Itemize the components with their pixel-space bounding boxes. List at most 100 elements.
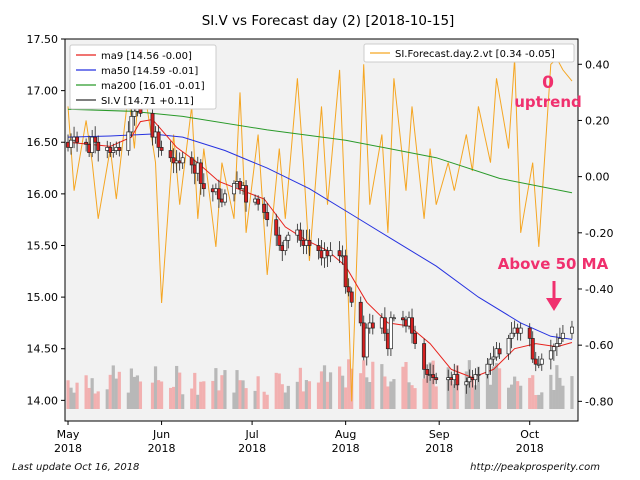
candle-body [117,147,122,151]
volume-bar [172,386,176,409]
volume-bar [84,375,88,409]
x-tick-label-line: 2018 [332,442,360,455]
candle-body [506,338,511,355]
y-left-tick-label: 15.50 [27,239,59,252]
volume-bar [319,371,324,409]
candle-body [491,356,496,360]
volume-bar [283,392,287,409]
volume-bar [491,366,496,409]
volume-bar [277,373,281,409]
volume-bar [368,382,372,409]
annotation-zero: 0 [542,73,554,93]
x-tick-label-line: Aug [335,428,356,441]
x-tick-label-line: 2018 [516,442,544,455]
volume-bar [410,385,414,409]
candle-body [283,239,288,251]
x-tick-label: Jul 2018 [238,428,266,455]
volume-bar [449,380,453,409]
volume-bar [380,364,384,409]
y-right-tick-label: 0.40 [585,58,610,71]
candle-body [533,358,538,365]
volume-bar [69,387,73,409]
volume-bar [301,391,305,409]
volume-bar [117,371,121,409]
volume-bar [90,378,94,409]
volume-bar [413,388,417,409]
volume-bar [87,387,91,409]
volume-bar [404,361,408,409]
volume-bar [295,381,299,409]
volume-bar [338,366,342,409]
candle-body [201,183,206,190]
volume-bar [214,368,218,409]
candle-body [93,136,98,143]
forecast-series-line [67,57,573,402]
candle-body [431,374,436,378]
volume-bar [425,374,429,409]
volume-bar [193,372,197,409]
x-tick-label-line: Jun [152,428,170,441]
candle-body [222,193,227,203]
volume-bar [344,387,348,409]
volume-bar [371,361,375,409]
candle-body [75,136,80,143]
volume-bar [328,372,333,409]
volume-bar [528,377,532,409]
volume-bar [407,382,411,409]
candle-body [343,255,348,288]
candle-body [455,374,460,386]
volume-bar [510,384,514,409]
candle-body [244,185,249,203]
y-right-tick-label: -0.60 [585,339,613,352]
candle-body [90,136,95,153]
candle-body [370,322,375,329]
candle-body [171,157,176,164]
candle-body [530,338,535,360]
candle-body [536,363,541,366]
candle-body [159,147,164,151]
x-tick-label-line: Sep [429,428,450,441]
volume-bar [549,374,553,409]
volume-bar [111,365,115,409]
volume-bar [431,360,435,409]
volume-bar [473,385,477,409]
volume-bar [235,370,239,409]
candle-body [216,188,221,200]
x-tick-label: May 2018 [54,428,82,455]
last-update-note: Last update Oct 16, 2018 [12,462,140,473]
volume-bar [156,380,161,409]
candle-body [111,150,116,153]
volume-bar [347,359,351,409]
candle-body [560,332,565,339]
volume-bar [392,379,396,409]
volume-bar [488,384,493,409]
y-right-tick-label: -0.80 [585,395,613,408]
candle-body [262,203,267,213]
y-left-tick-label: 16.50 [27,136,59,149]
legend-left-box [69,44,217,110]
candle-body [156,131,161,148]
source-url: http://peakprosperity.com [470,462,600,473]
y-left-tick-label: 14.00 [27,394,59,407]
volume-bar [561,385,565,409]
volume-bar [476,366,481,409]
candle-body [527,327,532,339]
candle-body [265,212,270,221]
candle-body [129,116,134,133]
volume-bar [516,381,520,409]
y-left-tick-label: 16.00 [27,188,59,201]
forecast-line [67,57,573,402]
candle-body [150,112,155,138]
volume-bar [304,380,309,409]
volume-bar [506,387,511,409]
candle-body [328,250,333,257]
annotation-above-50ma: Above 50 MA [498,255,609,273]
legend-label: ma50 [14.59 -0.01] [101,66,198,77]
candle-body [570,326,574,334]
y-left-tick-label: 15.00 [27,291,59,304]
volume-bar [241,380,245,409]
candle-body [238,181,242,190]
legend-left: ma9 [14.56 -0.00] ma50 [14.59 -0.01] ma200… [69,44,217,110]
candle-body [410,317,414,334]
